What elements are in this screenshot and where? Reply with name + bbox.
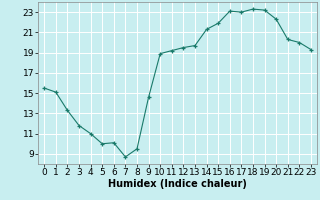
X-axis label: Humidex (Indice chaleur): Humidex (Indice chaleur) xyxy=(108,179,247,189)
